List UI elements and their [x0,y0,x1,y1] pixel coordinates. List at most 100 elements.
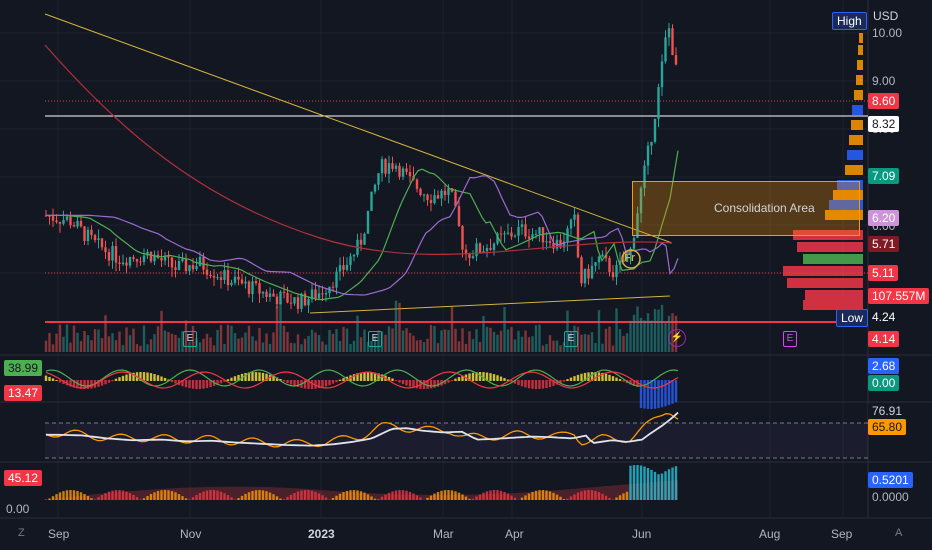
volume-bar [657,310,659,352]
candle-body [440,191,442,199]
osc1-bar [395,380,397,381]
osc3-bar [73,490,75,500]
osc3-bar [87,496,89,500]
osc1-bar [262,373,264,381]
pattern-badge[interactable]: Fr [624,252,635,264]
candle-body [213,276,215,278]
volume-bar [104,315,106,352]
osc1-bar [164,378,166,381]
volume-group [45,301,677,352]
candle-body [503,233,505,234]
candle-body [591,266,593,279]
osc3-bar [451,490,453,500]
osc1-bar [157,375,159,381]
osc3-bar [468,499,470,500]
osc3-bar [69,490,71,500]
volume-bar [409,333,411,352]
osc3-bar [174,492,176,500]
candle-body [255,281,257,283]
candle-body [83,226,85,241]
osc1-bar [608,375,610,381]
candle-body [216,277,218,278]
volume-bar [76,333,78,352]
volume-bar [143,326,145,352]
osc3-bar [339,494,341,500]
candle-body [349,256,351,265]
auto-scale-button[interactable]: A [895,527,902,539]
candle-body [335,272,337,288]
osc3-bar [395,490,397,500]
volume-bar [591,332,593,352]
osc3-bar [433,494,435,500]
osc3-bar [510,496,512,500]
volume-bar [528,337,530,352]
volume-bar [314,332,316,352]
osc3-bar [657,474,659,500]
osc3-bar [111,491,113,500]
volume-bar [388,326,390,352]
consolidation-area-label: Consolidation Area [714,201,815,215]
osc1-bar [48,377,50,381]
candle-body [493,244,495,250]
time-label: Sep [831,527,852,541]
candle-body [129,257,131,266]
candle-body [59,222,61,224]
profile-bar [859,33,863,43]
osc1-bar [283,380,285,382]
volume-bar [160,311,162,352]
osc3-bar [654,472,656,500]
split-icon[interactable]: ⚡ [668,329,686,347]
candle-body [500,234,502,235]
volume-bar [262,343,264,352]
candle-body [97,238,99,240]
profile-bar [858,45,863,55]
volume-bar [475,329,477,352]
candle-body [570,220,572,229]
earnings-marker[interactable]: E [368,331,382,347]
zoom-button[interactable]: Z [18,527,25,539]
candle-body [426,195,428,201]
osc3-bar [381,497,383,500]
volume-bar [213,345,215,352]
volume-bar [174,335,176,352]
earnings-marker[interactable]: E [183,331,197,347]
volume-bar [111,333,113,352]
osc3-bar [318,493,320,500]
earnings-marker[interactable]: E [564,331,578,347]
osc3-bar [479,494,481,500]
osc3-bar [335,496,337,500]
price-tag-7.09: 7.09 [868,168,899,184]
osc3-bar [496,490,498,500]
candle-body [524,224,526,236]
osc3-bar [206,491,208,500]
osc3-bar [426,498,428,500]
osc3-bar [195,495,197,500]
osc3-bar [251,491,253,500]
pane1-left-top: 38.99 [4,360,42,376]
volume-bar [510,327,512,352]
osc1-bar [412,380,414,388]
osc3-bar [605,496,607,500]
osc1-bar [104,380,106,384]
osc3-bar [349,490,351,500]
candle-body [125,263,127,266]
osc3-bar [143,498,145,500]
volume-bar [612,346,614,352]
candle-body [608,258,610,272]
osc3-bar [384,495,386,500]
future-earnings-marker[interactable]: E [783,331,797,347]
volume-bar [171,334,173,352]
osc3-bar [360,491,362,500]
osc1-bar [402,380,404,384]
profile-bar [845,165,863,175]
volume-bar [545,344,547,352]
candle-body [223,270,225,280]
osc3-bar [626,492,628,500]
volume-bar [73,326,75,352]
candle-body [321,293,323,294]
volume-bar [650,321,652,352]
volume-bar [654,309,656,352]
candle-body [122,263,124,264]
